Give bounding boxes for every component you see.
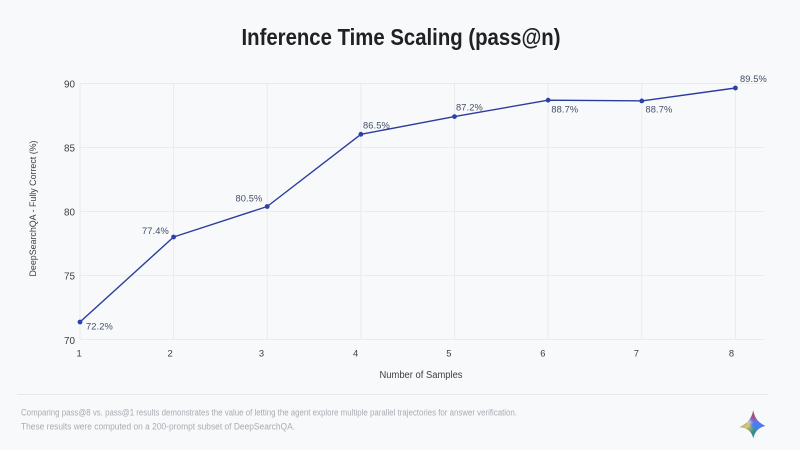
svg-text:6: 6 <box>540 348 545 359</box>
svg-text:88.7%: 88.7% <box>646 105 673 115</box>
svg-text:1: 1 <box>76 348 81 359</box>
svg-text:Comparing pass@8 vs. pass@1 re: Comparing pass@8 vs. pass@1 results demo… <box>21 408 517 418</box>
svg-text:80: 80 <box>64 208 75 219</box>
svg-text:85: 85 <box>64 144 75 155</box>
svg-text:DeepSearchQA - Fully Correct (: DeepSearchQA - Fully Correct (%) <box>28 141 38 277</box>
svg-text:88.7%: 88.7% <box>551 105 578 115</box>
svg-text:87.2%: 87.2% <box>456 103 483 113</box>
svg-text:2: 2 <box>167 348 172 359</box>
svg-text:4: 4 <box>353 348 358 359</box>
svg-text:86.5%: 86.5% <box>363 121 390 131</box>
svg-text:80.5%: 80.5% <box>236 194 263 204</box>
svg-text:5: 5 <box>446 348 451 359</box>
svg-text:8: 8 <box>729 348 734 359</box>
svg-text:75: 75 <box>64 272 75 283</box>
svg-text:7: 7 <box>634 348 639 359</box>
svg-text:These results were computed on: These results were computed on a 200-pro… <box>21 422 295 432</box>
svg-text:89.5%: 89.5% <box>740 74 767 84</box>
svg-text:70: 70 <box>64 336 75 347</box>
svg-text:72.2%: 72.2% <box>86 321 113 331</box>
svg-text:77.4%: 77.4% <box>142 226 169 236</box>
svg-text:90: 90 <box>64 80 75 91</box>
svg-text:Inference Time Scaling (pass@n: Inference Time Scaling (pass@n) <box>242 24 561 50</box>
svg-text:3: 3 <box>259 348 264 359</box>
svg-text:Number of Samples: Number of Samples <box>380 370 463 381</box>
